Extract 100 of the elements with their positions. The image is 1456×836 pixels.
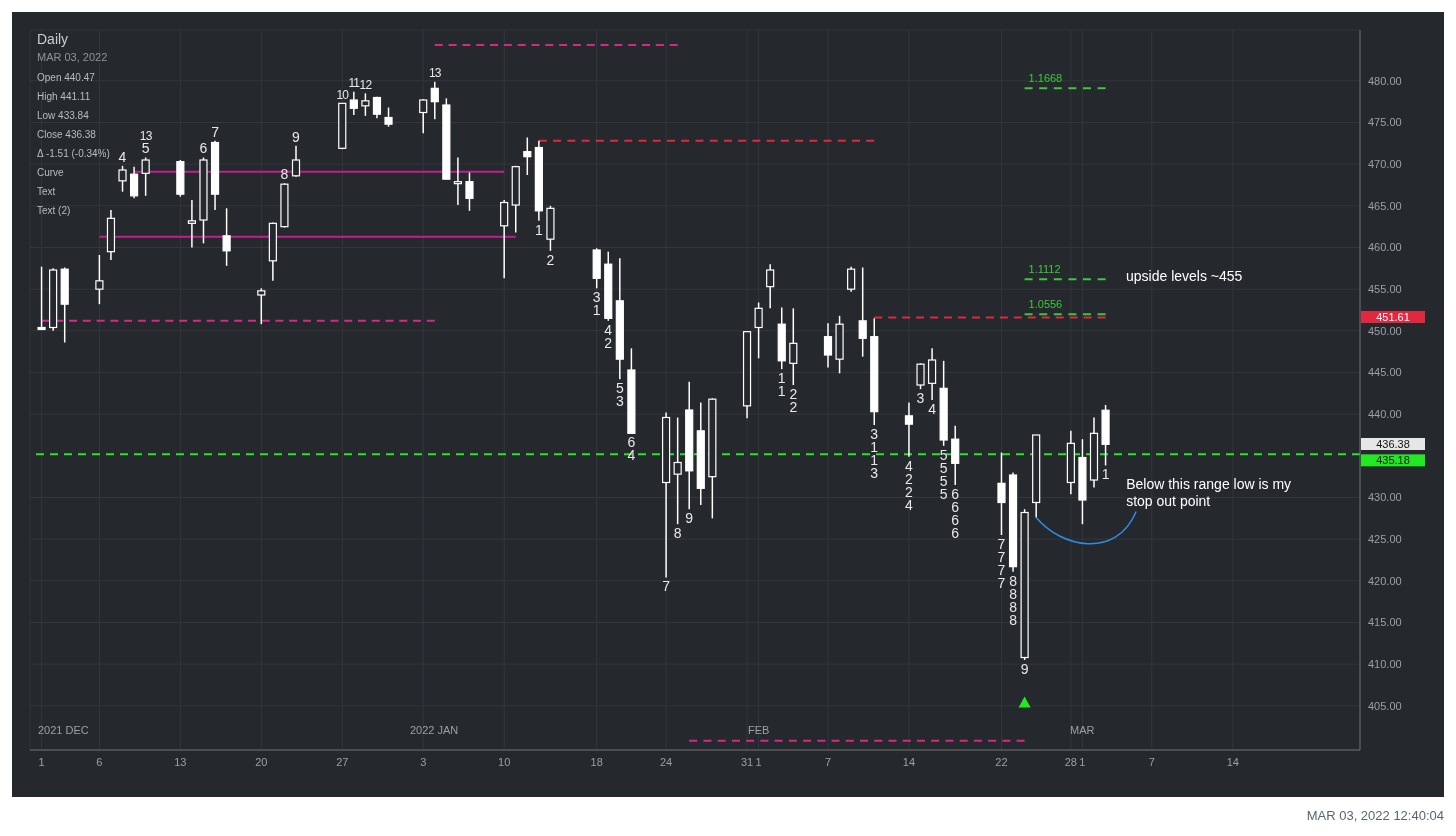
annotation: Text: [37, 185, 57, 199]
y-tick-label: 455.00: [1368, 283, 1402, 296]
annotation: 2: [546, 251, 555, 268]
candlestick: [500, 199, 509, 280]
annotation: MAR: [1070, 724, 1095, 736]
annotation: 7: [211, 123, 220, 140]
candlestick: [419, 98, 428, 135]
y-tick-label: 445.00: [1368, 366, 1402, 379]
candlestick: [916, 362, 925, 390]
x-tick-label: 3: [420, 755, 427, 768]
candlestick: [453, 156, 463, 206]
x-tick-label: 22: [995, 755, 1008, 768]
x-tick-label: 1: [1079, 755, 1086, 768]
annotation: 3: [916, 390, 925, 407]
y-tick-label: 415.00: [1368, 616, 1402, 629]
candlestick: [754, 301, 763, 360]
x-tick-label: 28: [1064, 755, 1077, 768]
annotation: 9: [1020, 660, 1029, 677]
annotation: 6: [199, 140, 208, 157]
text: 451.61: [1361, 311, 1425, 323]
x-tick-label: 10: [498, 755, 511, 768]
candlestick: [847, 265, 856, 293]
y-tick-label: 480.00: [1368, 74, 1402, 87]
candlestick: [37, 265, 46, 331]
annotation: 2021 DEC: [38, 724, 89, 736]
annotation: High 441.11: [37, 90, 92, 104]
x-tick-label: 7: [1148, 755, 1155, 768]
candlestick: [118, 165, 127, 193]
x-tick-label: 14: [1226, 755, 1239, 768]
candlestick: [129, 165, 139, 200]
annotation: Curve: [37, 166, 65, 180]
annotation: 13: [428, 65, 442, 80]
candlestick: [465, 171, 474, 212]
y-tick-label: 405.00: [1368, 699, 1402, 712]
annotation: 4: [118, 148, 127, 165]
annotation: 13: [139, 128, 153, 143]
annotation: upside levels ~455: [1126, 268, 1244, 285]
x-tick-label: 31: [740, 755, 754, 768]
y-tick-label: 410.00: [1368, 658, 1402, 671]
annotation: 6: [627, 434, 636, 451]
y-tick-label: 430.00: [1368, 491, 1402, 504]
x-tick-label: 1: [38, 755, 45, 768]
annotation: 10: [336, 87, 350, 102]
text: MAR 03, 2022: [37, 51, 108, 63]
candlestick: [384, 106, 393, 128]
x-tick-label: 20: [255, 755, 268, 768]
x-tick-label: 27: [336, 755, 349, 768]
candlestick: [523, 136, 532, 176]
x-tick-label: 7: [824, 755, 832, 768]
annotation: Below this range low is my stop out point: [1126, 475, 1293, 510]
x-tick-label: 14: [902, 755, 916, 768]
candlestick: [789, 307, 798, 386]
y-tick-label: 470.00: [1368, 158, 1402, 171]
candlestick: [257, 287, 266, 325]
annotation: Open 440.47: [37, 71, 96, 85]
series-label: 1.0556: [1028, 298, 1063, 311]
y-tick-label: 425.00: [1368, 533, 1402, 546]
x-tick-label: 1: [755, 755, 762, 768]
text: MAR 03, 2022 12:40:04: [1306, 808, 1444, 823]
annotation: 9: [685, 510, 694, 527]
annotation: Text (2): [37, 204, 72, 218]
x-tick-label: 13: [174, 755, 187, 768]
text: 436.38: [1361, 438, 1425, 450]
annotation: FEB: [748, 724, 770, 736]
candlestick: [766, 263, 775, 310]
candlestick: [927, 347, 937, 401]
ref-line-label: 435.18: [1376, 454, 1410, 467]
y-tick-label: 460.00: [1368, 241, 1402, 254]
candlestick: [673, 416, 682, 525]
candlestick: [823, 322, 833, 369]
annotation: 7: [662, 578, 671, 595]
candlestick: [222, 207, 231, 267]
candlestick: [291, 145, 301, 178]
annotation: Low 433.84: [37, 109, 90, 123]
annotation: 12: [359, 77, 373, 92]
y-tick-label: 440.00: [1368, 408, 1402, 421]
y-tick-label: 475.00: [1368, 116, 1402, 129]
x-tick-label: 18: [590, 755, 603, 768]
annotation: 1: [1101, 466, 1110, 483]
x-tick-label: 24: [659, 755, 673, 768]
annotation: 2022 JAN: [410, 724, 459, 736]
annotation: 11: [348, 75, 361, 90]
annotation: 4: [928, 400, 937, 417]
y-tick-label: 420.00: [1368, 574, 1402, 587]
candlestick: [904, 401, 914, 458]
series-label: 1.1668: [1028, 72, 1063, 85]
candlestick: [430, 80, 439, 120]
y-tick-label: 450.00: [1368, 324, 1402, 337]
annotation: 1: [534, 221, 543, 238]
candlestick: [858, 266, 867, 358]
annotation: Close 436.38: [37, 128, 97, 142]
annotation: Δ -1.51 (-0.34%): [37, 147, 110, 161]
annotation: 8: [673, 525, 682, 542]
x-tick-label: 6: [96, 755, 103, 768]
candlestick: [141, 156, 150, 197]
candlestick: [349, 90, 358, 116]
series-label: 1.1112: [1028, 263, 1061, 276]
candlestick: [187, 199, 197, 249]
annotation: 5: [141, 140, 150, 157]
chart-title: Daily: [37, 31, 69, 47]
